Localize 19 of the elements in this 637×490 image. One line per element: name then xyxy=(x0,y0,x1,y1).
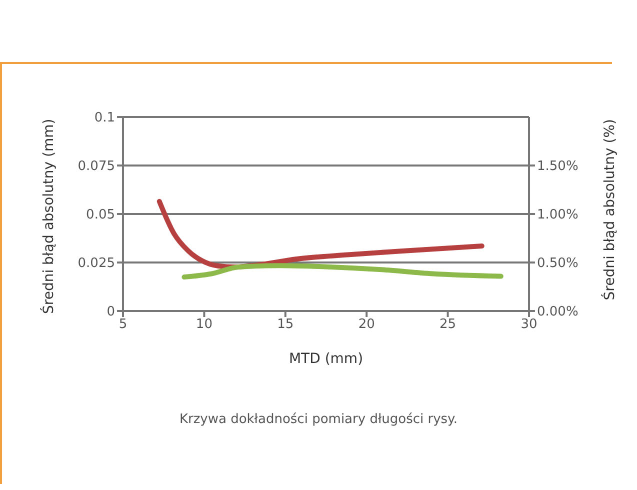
x-tick-label: 20 xyxy=(358,317,375,332)
y2-tick-label: 0.00% xyxy=(537,304,578,320)
y2-tick-label: 1.50% xyxy=(537,159,578,174)
y2-tick-label: 0.50% xyxy=(537,256,578,272)
y-tick-label: 0.025 xyxy=(78,256,115,272)
y2-tick-label: 1.00% xyxy=(537,208,578,223)
x-tick-label: 30 xyxy=(520,317,538,332)
y-tick-label: 0 xyxy=(106,304,115,320)
y-tick-label: 0.1 xyxy=(94,110,115,126)
x-tick-label: 15 xyxy=(277,317,294,332)
x-tick-label: 5 xyxy=(118,317,128,332)
x-tick-label: 25 xyxy=(440,317,456,332)
x-tick-label: 10 xyxy=(196,317,212,332)
y-tick-label: 0.05 xyxy=(86,208,115,223)
y-tick-label: 0.075 xyxy=(78,159,115,174)
text: Krzywa dokładności pomiary długości rysy. xyxy=(178,412,459,427)
y-axis-title: Średni błąd absolutny (mm) xyxy=(40,118,57,314)
y2-axis-title: Średni błąd absolutny (%) xyxy=(600,119,618,300)
x-axis-title: MTD (mm) xyxy=(288,351,364,367)
